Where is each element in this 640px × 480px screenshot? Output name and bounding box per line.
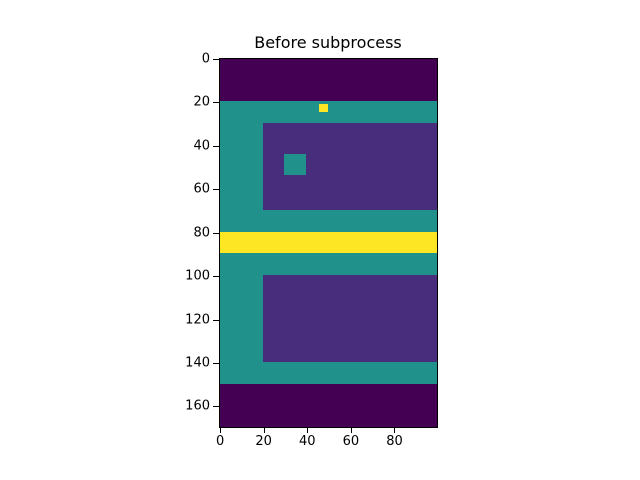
y-tick-label: 20 — [193, 94, 210, 110]
x-tick-label: 60 — [342, 434, 360, 449]
chart-title: Before subprocess — [254, 33, 402, 52]
y-tick-label: 80 — [193, 225, 210, 241]
y-tick — [213, 145, 219, 147]
y-tick — [213, 319, 219, 321]
y-tick — [213, 102, 219, 104]
y-tick — [213, 276, 219, 278]
y-tick-label: 40 — [193, 138, 210, 154]
y-tick — [213, 189, 219, 191]
region-small-square — [284, 153, 307, 176]
region-lower-room — [262, 275, 437, 362]
y-tick — [213, 406, 219, 408]
x-tick — [263, 427, 265, 433]
x-tick — [220, 427, 222, 433]
y-tick-label: 160 — [185, 398, 210, 414]
region-yellow-dot — [319, 103, 328, 113]
x-tick — [350, 427, 352, 433]
y-tick-label: 140 — [185, 355, 210, 371]
y-tick-label: 0 — [201, 51, 210, 67]
y-tick — [213, 362, 219, 364]
y-tick-label: 60 — [193, 181, 210, 197]
x-tick-label: 20 — [255, 434, 272, 449]
region-yellow-band — [219, 231, 437, 254]
y-tick-label: 100 — [185, 268, 210, 284]
y-tick-label: 120 — [185, 312, 210, 328]
y-tick — [213, 59, 219, 61]
x-tick-label: 0 — [215, 434, 225, 449]
x-tick — [394, 427, 396, 433]
x-tick-label: 80 — [386, 434, 403, 449]
y-tick — [213, 232, 219, 234]
x-tick — [307, 427, 309, 433]
heatmap-plot-area — [219, 58, 437, 427]
x-tick-label: 40 — [299, 434, 316, 449]
